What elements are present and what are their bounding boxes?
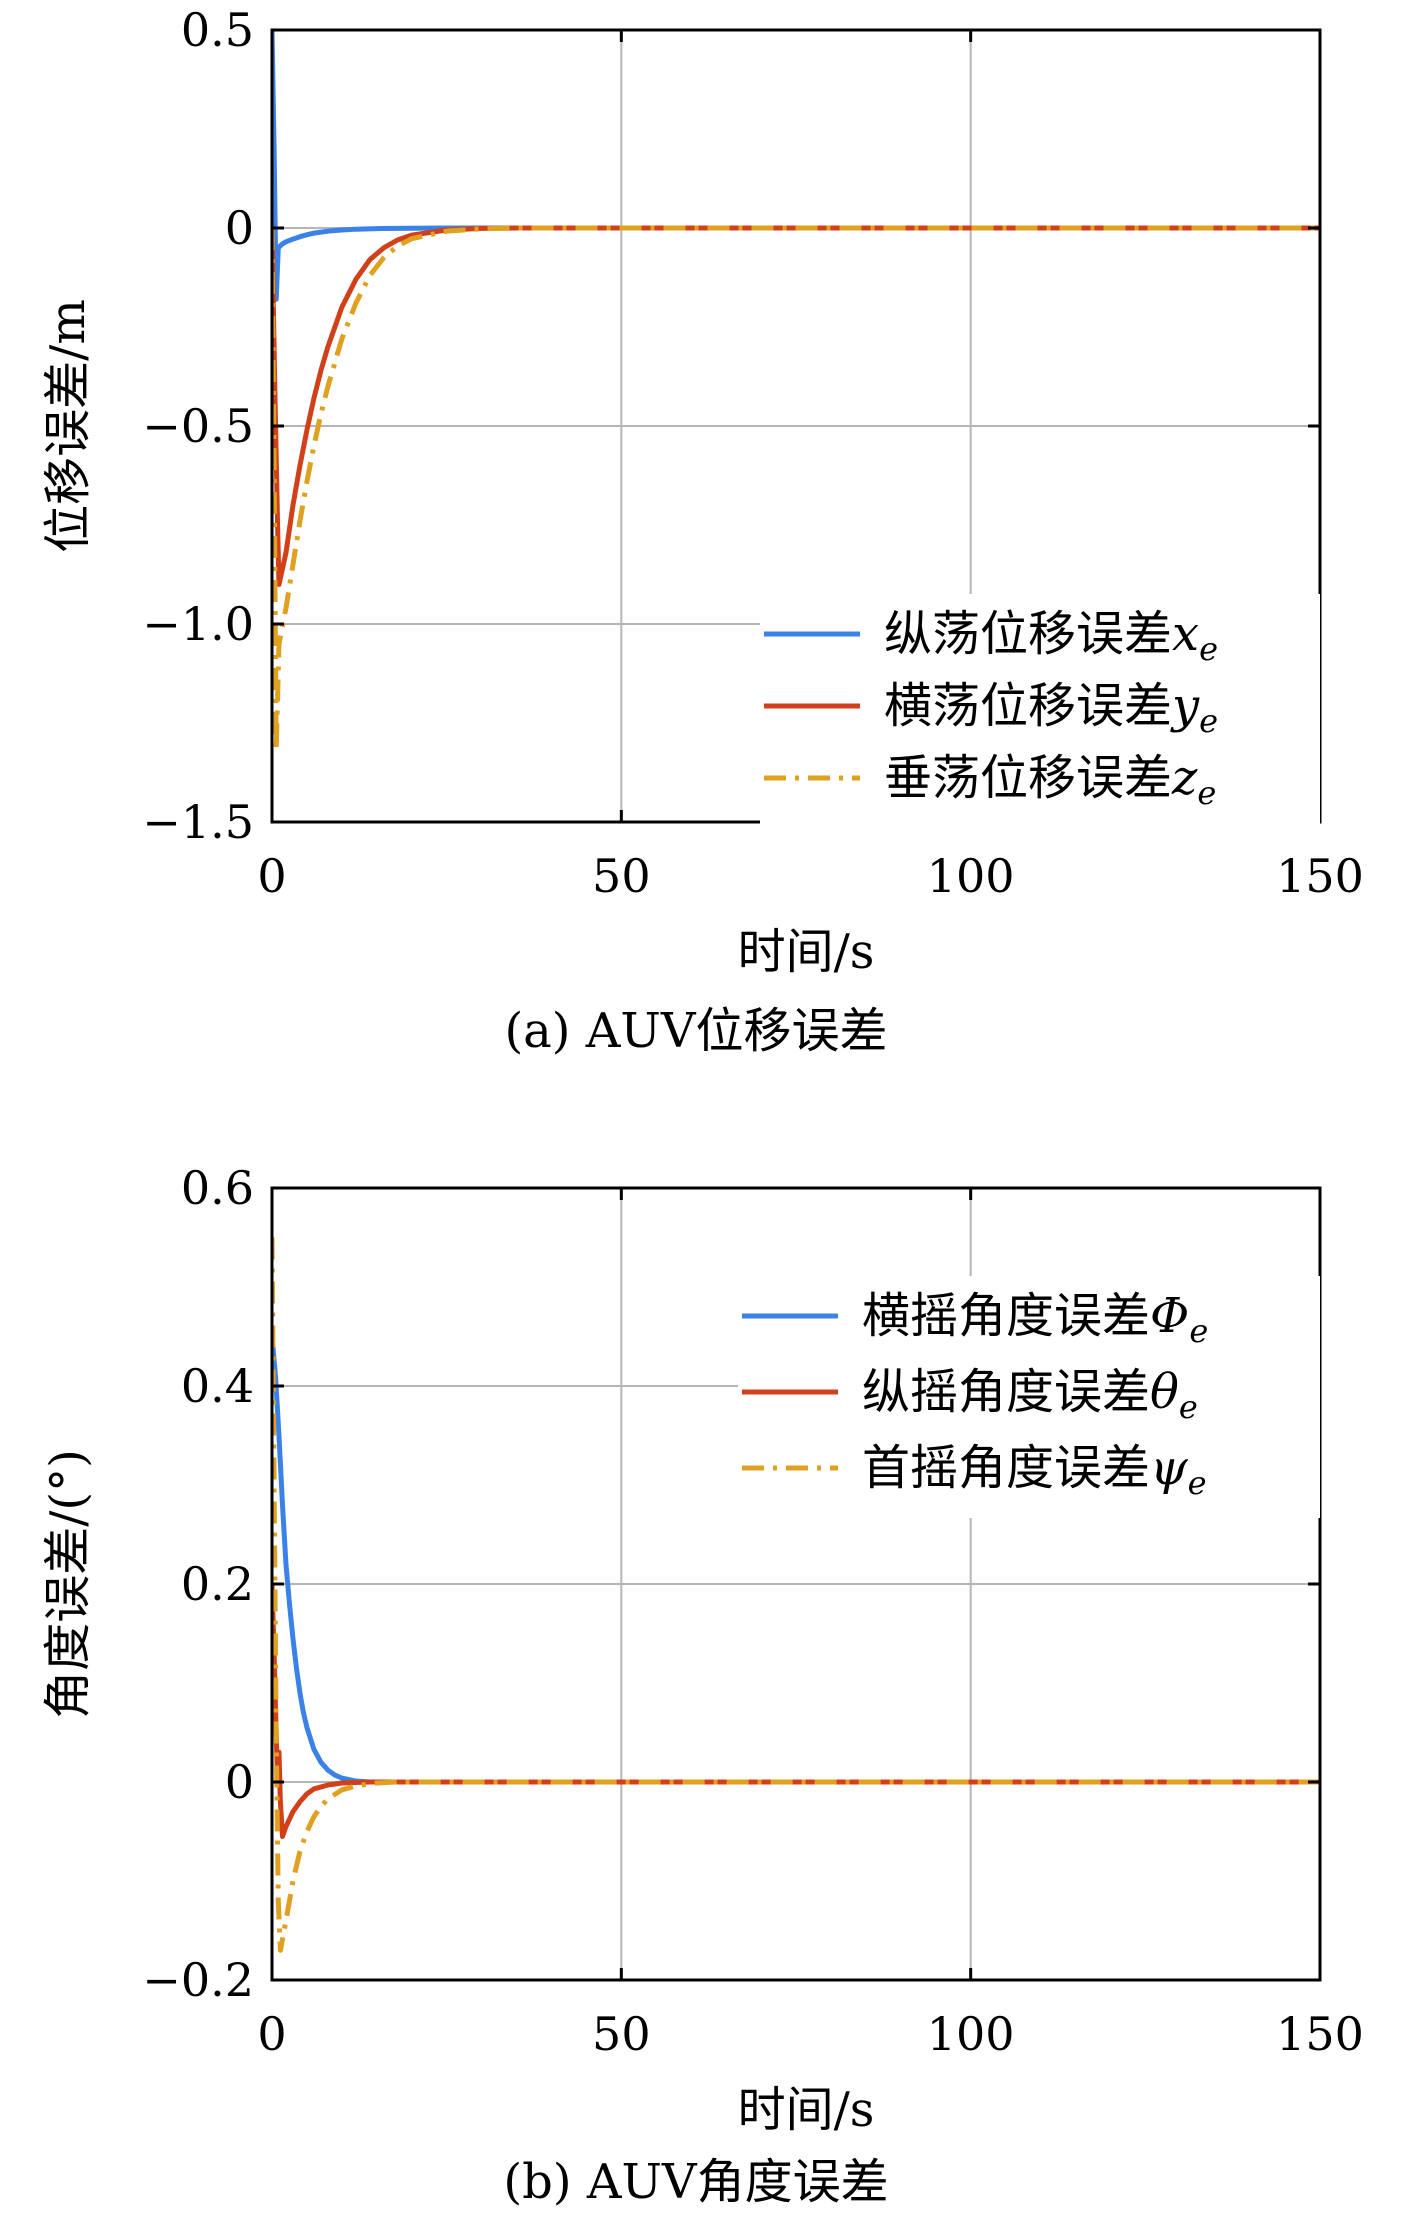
- legend: 纵荡位移误差xe 横荡位移误差ye 垂荡位移误差ze: [760, 594, 1320, 824]
- y-tick-label: 0.6: [181, 1161, 254, 1215]
- y-axis-label: 位移误差/m: [40, 299, 96, 553]
- x-tick-label: 50: [592, 849, 651, 903]
- legend-entry: 横摇角度误差Φe: [862, 1288, 1208, 1350]
- y-tick-label: 0.5: [181, 3, 254, 57]
- series-line-ze: [272, 225, 1320, 754]
- x-tick-label: 100: [927, 849, 1015, 903]
- x-tick-label: 50: [592, 2007, 651, 2061]
- legend-entry: 首摇角度误差ψe: [862, 1440, 1207, 1502]
- legend-entry: 横荡位移误差ye: [884, 678, 1218, 740]
- series-line-ψe: [272, 1237, 1320, 1953]
- y-axis-label: 角度误差/(°): [40, 1449, 96, 1719]
- x-axis-label: 时间/s: [738, 2082, 875, 2138]
- y-tick-label: −1.5: [142, 795, 254, 849]
- legend-entry: 纵摇角度误差θe: [862, 1364, 1198, 1426]
- x-tick-label: 0: [257, 849, 286, 903]
- legend-entry: 垂荡位移误差ze: [884, 750, 1216, 812]
- y-tick-label: −0.5: [142, 399, 254, 453]
- x-tick-label: 150: [1276, 849, 1364, 903]
- y-tick-label: −1.0: [142, 597, 254, 651]
- x-tick-label: 100: [927, 2007, 1015, 2061]
- x-axis-label: 时间/s: [738, 924, 875, 980]
- x-tick-label: 0: [257, 2007, 286, 2061]
- legend: 横摇角度误差Φe 纵摇角度误差θe 首摇角度误差ψe: [738, 1276, 1320, 1518]
- y-tick-label: 0: [225, 201, 254, 255]
- y-tick-label: 0.2: [181, 1557, 254, 1611]
- y-tick-label: −0.2: [142, 1953, 254, 2007]
- chart-position-error: 0 50 100 150 0.5 0 −0.5 −1.0 −1.5 时间/s 位移误差/m (a) A…: [40, 3, 1364, 1059]
- y-tick-label: 0: [225, 1755, 254, 1809]
- legend-entry: 纵荡位移误差xe: [884, 606, 1218, 668]
- series-line-θe: [272, 1583, 1320, 1839]
- chart-caption: (a) AUV位移误差: [504, 1003, 887, 1059]
- x-tick-label: 150: [1276, 2007, 1364, 2061]
- series-line-Φe: [272, 1336, 1320, 1785]
- series-line-xe: [272, 30, 1320, 302]
- series-line-ye: [272, 225, 1320, 587]
- chart-caption: (b) AUV角度误差: [503, 2154, 888, 2210]
- y-tick-label: 0.4: [181, 1359, 254, 1413]
